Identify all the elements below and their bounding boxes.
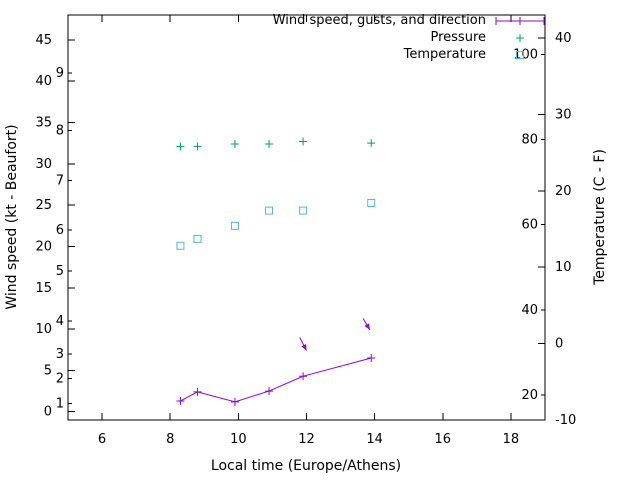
x-tick-label: 16 [435, 432, 452, 447]
temperature-point [265, 206, 274, 215]
beaufort-tick-label: 8 [56, 124, 64, 139]
y-tick-label-left: 20 [35, 239, 52, 254]
fahrenheit-tick-label: 80 [521, 133, 538, 148]
beaufort-tick-label: 5 [56, 264, 64, 279]
y-tick-label-left: 30 [35, 157, 52, 172]
x-tick-label: 6 [98, 432, 106, 447]
wind-speed-point [265, 387, 274, 396]
temperature-point [230, 221, 239, 230]
y-tick-label-left: 35 [35, 115, 52, 130]
beaufort-tick-label: 6 [56, 223, 64, 238]
pressure-point [230, 139, 239, 148]
fahrenheit-tick-label: 60 [521, 217, 538, 232]
x-tick-label: 12 [298, 432, 315, 447]
pressure-point [265, 139, 274, 148]
legend-label-wind: Wind speed, gusts, and direction [272, 13, 486, 28]
x-tick-label: 10 [230, 432, 247, 447]
y-tick-label-right: 30 [555, 107, 572, 122]
wind-speed-line [180, 357, 372, 403]
legend-item-wind: Wind speed, gusts, and direction [0, 12, 546, 29]
y-tick-label-right: 0 [555, 337, 563, 352]
pressure-point [367, 139, 376, 148]
y-tick-label-left: 15 [35, 281, 52, 296]
y-tick-label-left: 0 [44, 405, 52, 420]
wind-speed-point [230, 397, 239, 406]
legend-marker-temperature [516, 50, 524, 59]
beaufort-tick-label: 1 [56, 396, 64, 411]
y-tick-label-right: 20 [555, 184, 572, 199]
x-axis-label: Local time (Europe/Athens) [211, 458, 401, 474]
temperature-point [193, 234, 202, 243]
y-tick-label-right: 40 [555, 31, 572, 46]
legend-item-pressure: Pressure [0, 29, 546, 46]
pressure-point [193, 142, 202, 151]
beaufort-tick-label: 3 [56, 347, 64, 362]
legend-label-pressure: Pressure [430, 30, 486, 45]
y-axis-label-right: Temperature (C - F) [592, 149, 608, 286]
y-tick-label-left: 10 [35, 322, 52, 337]
legend-marker-pressure [516, 33, 524, 42]
x-tick-label: 8 [166, 432, 174, 447]
wind-direction-vector-head [364, 323, 370, 330]
y-tick-label-left: 45 [35, 33, 52, 48]
y-tick-label-right: 10 [555, 260, 572, 275]
temperature-point [176, 241, 185, 250]
y-tick-label-left: 5 [44, 363, 52, 378]
legend-label-temperature: Temperature [403, 47, 486, 62]
x-tick-label: 18 [503, 432, 520, 447]
y-tick-label-left: 25 [35, 198, 52, 213]
wind-direction-vector-head [301, 344, 307, 351]
temperature-point [367, 198, 376, 207]
y-tick-label-right: -10 [555, 413, 576, 428]
beaufort-tick-label: 9 [56, 66, 64, 81]
temperature-point [299, 206, 308, 215]
pressure-point [299, 137, 308, 146]
legend-item-temperature: Temperature [0, 46, 546, 63]
legend-sample-plus [516, 16, 524, 25]
wind-speed-point [176, 396, 185, 405]
y-axis-label-left: Wind speed (kt - Beaufort) [4, 124, 20, 309]
beaufort-tick-label: 2 [56, 372, 64, 387]
wind-speed-point [193, 387, 202, 396]
legend-marker-wind [495, 16, 545, 25]
wind-speed-point [299, 372, 308, 381]
fahrenheit-tick-label: 20 [521, 388, 538, 403]
beaufort-tick-label: 4 [56, 314, 64, 329]
pressure-point [176, 142, 185, 151]
wind-speed-point [367, 354, 376, 363]
plot-border [67, 14, 546, 421]
legend-sample-plus [516, 33, 524, 42]
legend-sample-square [516, 50, 524, 59]
y-tick-label-left: 40 [35, 74, 52, 89]
fahrenheit-tick-label: 40 [521, 303, 538, 318]
legend: Wind speed, gusts, and direction Pressur… [0, 12, 546, 63]
x-tick-label: 14 [366, 432, 383, 447]
beaufort-tick-label: 7 [56, 173, 64, 188]
